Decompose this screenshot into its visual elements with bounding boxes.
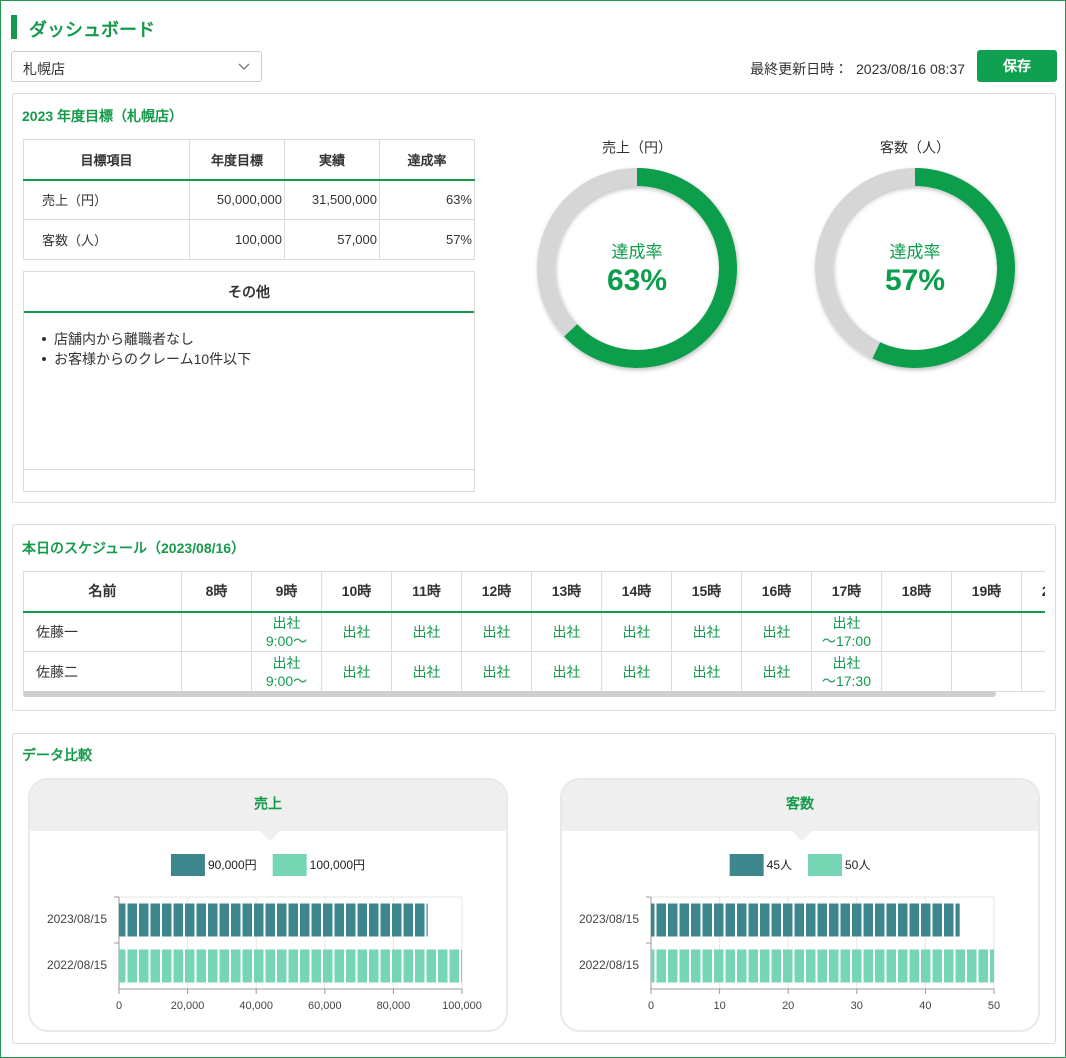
schedule-cell: 出社: [531, 611, 602, 652]
card-header: [562, 780, 1038, 841]
schedule-header-row: 名前8時9時10時11時12時13時14時15時16時17時18時19時20時: [23, 571, 1045, 613]
other-item-text: お客様からのクレーム10件以下: [54, 351, 252, 367]
chart-card: [28, 778, 508, 1032]
bullet: [42, 337, 46, 341]
select-chevron: [238, 63, 250, 70]
schedule-cell: 出社: [391, 651, 462, 692]
other-box: その他 店舗内から離職者なしお客様からのクレーム10件以下: [23, 271, 475, 492]
column-header: 18時: [881, 571, 952, 613]
schedule-cell: 出社 〜17:00: [811, 611, 882, 652]
schedule-cell: [181, 651, 252, 692]
card-header: [30, 780, 506, 841]
goals-row: 客数（人） 100,000 57,000 57%: [23, 219, 475, 260]
page-title: ダッシュボード: [29, 20, 155, 40]
schedule-cell: 出社: [461, 651, 532, 692]
column-header: 8時: [181, 571, 252, 613]
schedule-cell: [1021, 611, 1045, 652]
goals-table: 目標項目 年度目標 実績 達成率 売上（円） 50,000,000 31,500,000 63…: [23, 139, 475, 260]
schedule-cell: 出社: [741, 651, 812, 692]
schedule-cell: 出社: [671, 651, 742, 692]
column-header: 9時: [251, 571, 322, 613]
schedule-cell: 出社 9:00〜: [251, 611, 322, 652]
schedule-cell: 出社: [321, 651, 392, 692]
schedule-cell: 出社: [671, 611, 742, 652]
other-item: 店舗内から離職者なし: [40, 329, 251, 349]
schedule-cell: 出社 9:00〜: [251, 651, 322, 692]
goals-cell: 50,000,000: [189, 179, 285, 220]
goals-header-row: 目標項目 年度目標 実績 達成率: [23, 139, 475, 181]
schedule-cell: [881, 651, 952, 692]
schedule-cell: 出社: [321, 611, 392, 652]
other-title: その他: [24, 272, 474, 313]
goals-cell: 客数（人）: [23, 219, 190, 260]
last-updated-label: 最終更新日時：: [750, 61, 849, 77]
comparison-title: データ比較: [22, 747, 92, 763]
goals-table-box: 目標項目 年度目標 実績 達成率 売上（円） 50,000,000 31,500,000 63…: [23, 139, 475, 260]
goals-cell: 31,500,000: [284, 179, 380, 220]
staff-name: 佐藤一: [23, 611, 182, 652]
schedule-title: 本日のスケジュール（2023/08/16）: [22, 540, 246, 556]
schedule-table-box: 名前8時9時10時11時12時13時14時15時16時17時18時19時20時佐…: [23, 571, 1045, 693]
schedule-cell: 出社 〜17:30: [811, 651, 882, 692]
column-header: 17時: [811, 571, 882, 613]
schedule-cell: 出社: [601, 611, 672, 652]
column-header: 14時: [601, 571, 672, 613]
goals-cell: 57,000: [284, 219, 380, 260]
scrollbar[interactable]: [23, 691, 996, 697]
column-header: 20時: [1021, 571, 1045, 613]
bullet: [42, 357, 46, 361]
schedule-cell: 出社: [531, 651, 602, 692]
column-header: 年度目標: [189, 139, 285, 181]
other-item-text: 店舗内から離職者なし: [54, 331, 194, 347]
schedule-table: 名前8時9時10時11時12時13時14時15時16時17時18時19時20時佐…: [23, 571, 1045, 692]
goals-cell: 63%: [379, 179, 475, 220]
other-item: お客様からのクレーム10件以下: [40, 349, 251, 369]
column-header: 目標項目: [23, 139, 190, 181]
save-button[interactable]: 保存: [977, 50, 1057, 82]
column-header: 実績: [284, 139, 380, 181]
column-header: 15時: [671, 571, 742, 613]
schedule-cell: 出社: [391, 611, 462, 652]
schedule-cell: [951, 611, 1022, 652]
goals-cell: 57%: [379, 219, 475, 260]
column-header: 名前: [23, 571, 182, 613]
schedule-cell: 出社: [741, 611, 812, 652]
goals-title: 2023 年度目標（札幌店）: [22, 108, 184, 124]
last-updated: 最終更新日時： 2023/08/16 08:37: [750, 59, 965, 79]
other-items: 店舗内から離職者なしお客様からのクレーム10件以下: [40, 329, 251, 369]
column-header: 13時: [531, 571, 602, 613]
schedule-cell: 出社: [461, 611, 532, 652]
column-header: 16時: [741, 571, 812, 613]
column-header: 19時: [951, 571, 1022, 613]
title-accent: [11, 15, 17, 39]
column-header: 10時: [321, 571, 392, 613]
schedule-cell: [881, 611, 952, 652]
schedule-cell: [951, 651, 1022, 692]
other-divider: [24, 469, 474, 470]
store-select-value: 札幌店: [23, 61, 65, 77]
goals-cell: 100,000: [189, 219, 285, 260]
schedule-cell: [1021, 651, 1045, 692]
goals-cell: 売上（円）: [23, 179, 190, 220]
column-header: 11時: [391, 571, 462, 613]
schedule-cell: 出社: [601, 651, 672, 692]
schedule-cell: [181, 611, 252, 652]
column-header: 12時: [461, 571, 532, 613]
store-select[interactable]: 札幌店: [11, 51, 262, 82]
schedule-row: 佐藤二 出社 9:00〜 出社 出社 出社 出社 出社 出社 出社 出社 〜17:30: [23, 651, 1045, 692]
staff-name: 佐藤二: [23, 651, 182, 692]
column-header: 達成率: [379, 139, 475, 181]
goals-row: 売上（円） 50,000,000 31,500,000 63%: [23, 179, 475, 220]
schedule-row: 佐藤一 出社 9:00〜 出社 出社 出社 出社 出社 出社 出社 出社 〜17:00: [23, 611, 1045, 652]
chart-card: [560, 778, 1040, 1032]
last-updated-value: 2023/08/16 08:37: [856, 61, 965, 77]
